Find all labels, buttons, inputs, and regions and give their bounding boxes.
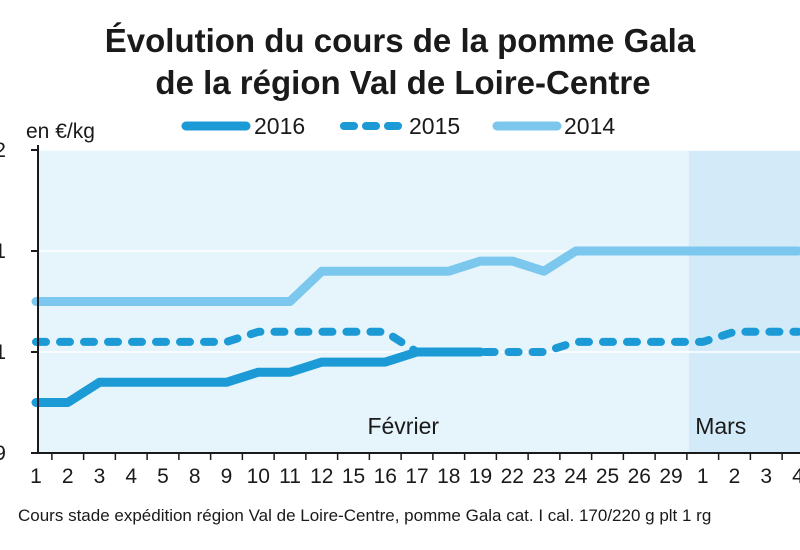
series-line-2016 (31, 347, 485, 407)
x-tick-label: 9 (221, 465, 233, 488)
x-tick-label: 12 (310, 465, 333, 488)
y-tick-label: 1 (0, 341, 6, 364)
x-tick-label: 23 (532, 465, 555, 488)
y-tick-label: 0,9 (0, 442, 6, 465)
legend-label-2014: 2014 (564, 113, 615, 139)
source-note: Cours stade expédition région Val de Loi… (18, 506, 711, 525)
x-tick-label: 17 (405, 465, 428, 488)
x-tick-label: 11 (279, 465, 301, 488)
y-tick-label: 1,1 (0, 240, 6, 263)
x-tick-label: 25 (596, 465, 619, 488)
x-tick-label: 19 (469, 465, 492, 488)
legend-label-2015: 2015 (409, 113, 460, 139)
x-tick-label: 1 (30, 465, 42, 488)
x-tick-label: 10 (247, 465, 270, 488)
axis-layer: 0,911,11,2123458910111215161718192223242… (0, 139, 800, 488)
x-tick-label: 24 (564, 465, 588, 488)
month-label: Février (367, 413, 439, 439)
series-layer (31, 246, 800, 407)
x-tick-label: 3 (94, 465, 106, 488)
march-shading (688, 150, 800, 453)
series-line-2014 (31, 246, 800, 306)
month-label: Mars (695, 413, 746, 439)
x-tick-label: 1 (697, 465, 709, 488)
x-tick-label: 4 (792, 465, 800, 488)
x-tick-label: 29 (659, 465, 682, 488)
x-tick-label: 16 (374, 465, 397, 488)
x-tick-label: 2 (729, 465, 741, 488)
x-tick-label: 8 (189, 465, 201, 488)
x-tick-label: 18 (437, 465, 460, 488)
x-tick-label: 15 (342, 465, 365, 488)
y-axis-label: en €/kg (26, 120, 95, 143)
x-tick-label: 2 (62, 465, 74, 488)
y-tick-label: 1,2 (0, 139, 6, 162)
x-tick-label: 26 (628, 465, 651, 488)
x-tick-label: 5 (157, 465, 169, 488)
chart-title-line-2: de la région Val de Loire-Centre (155, 64, 650, 101)
x-tick-label: 4 (125, 465, 137, 488)
x-tick-label: 22 (501, 465, 524, 488)
x-tick-label: 3 (760, 465, 772, 488)
legend: 2016 2015 2014 (181, 113, 615, 139)
legend-label-2016: 2016 (254, 113, 305, 139)
chart-title-line-1: Évolution du cours de la pomme Gala (105, 22, 696, 59)
